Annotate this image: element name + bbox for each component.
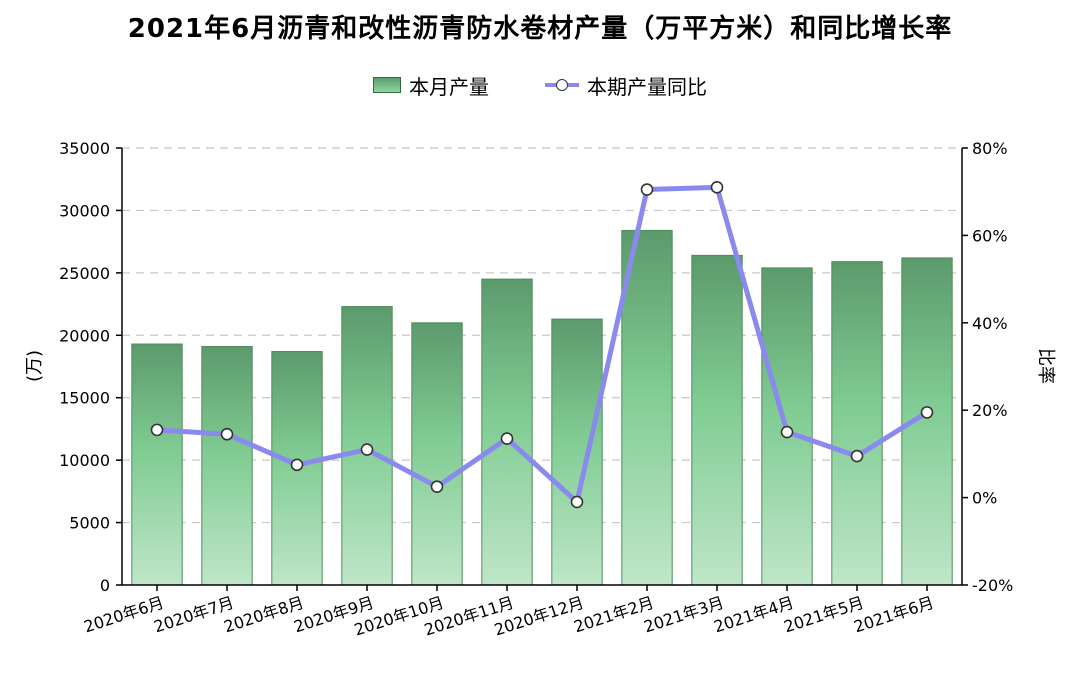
y2-tick-label: 0% <box>972 489 997 508</box>
bar[interactable] <box>131 343 183 586</box>
x-tick-label: 2021年2月 <box>572 593 657 637</box>
y2-tick-label: 40% <box>972 314 1008 333</box>
line-point[interactable] <box>850 449 864 463</box>
bar[interactable] <box>831 261 883 586</box>
y2-axis-title: 比率 <box>1035 348 1056 384</box>
axes <box>116 147 968 591</box>
y2-tick-label: 60% <box>972 226 1008 245</box>
legend-entry-bars[interactable]: 本月产量 <box>373 71 489 100</box>
line-point[interactable] <box>150 423 164 437</box>
x-tick-label: 2021年3月 <box>642 593 727 637</box>
y2-tick-label: 20% <box>972 401 1008 420</box>
bar[interactable] <box>481 278 533 586</box>
legend-bar-swatch <box>373 77 401 93</box>
x-tick-label: 2021年4月 <box>712 593 797 637</box>
x-tick-label: 2020年7月 <box>152 593 237 637</box>
line-point[interactable] <box>640 183 654 196</box>
x-tick-label: 2021年6月 <box>852 593 937 637</box>
x-tick-label: 2020年6月 <box>82 593 167 637</box>
legend-line-swatch <box>545 77 579 93</box>
y2-tick-label: -20% <box>972 576 1013 595</box>
y-tick-label: 5000 <box>69 514 110 533</box>
y-tick-label: 30000 <box>59 201 110 220</box>
line-point[interactable] <box>920 406 934 419</box>
line-point[interactable] <box>710 181 724 194</box>
legend-label-bars: 本月产量 <box>409 74 489 99</box>
bar[interactable] <box>201 346 253 586</box>
y-tick-label: 0 <box>100 576 110 595</box>
bar[interactable] <box>691 254 743 586</box>
line-series <box>150 181 934 509</box>
y-tick-label: 15000 <box>59 389 110 408</box>
line-point[interactable] <box>220 427 234 441</box>
line-point[interactable] <box>290 458 304 472</box>
line-point[interactable] <box>780 425 794 439</box>
legend-entry-line[interactable]: 本期产量同比 <box>545 71 707 100</box>
y-tick-label: 20000 <box>59 326 110 345</box>
y-axis-title: (万) <box>24 350 45 382</box>
legend: 本月产量 本期产量同比 <box>0 70 1080 100</box>
y-tick-label: 35000 <box>59 139 110 158</box>
legend-label-line: 本期产量同比 <box>587 74 707 99</box>
line-point[interactable] <box>500 432 514 445</box>
y-tick-label: 10000 <box>59 451 110 470</box>
yoy-line <box>156 184 929 505</box>
line-point[interactable] <box>430 480 444 493</box>
line-point[interactable] <box>360 443 374 456</box>
line-point[interactable] <box>570 495 584 509</box>
gridlines <box>122 147 962 524</box>
y-tick-label: 25000 <box>59 264 110 283</box>
bar[interactable] <box>901 257 953 586</box>
bar[interactable] <box>411 322 463 586</box>
y2-tick-label: 80% <box>972 139 1008 158</box>
x-tick-label: 2021年5月 <box>782 593 867 637</box>
x-tick-label: 2020年8月 <box>222 593 307 637</box>
chart-title: 2021年6月沥青和改性沥青防水卷材产量（万平方米）和同比增长率 <box>127 14 953 44</box>
bar-series <box>131 229 953 586</box>
bar[interactable] <box>621 229 673 586</box>
bar[interactable] <box>551 318 603 586</box>
